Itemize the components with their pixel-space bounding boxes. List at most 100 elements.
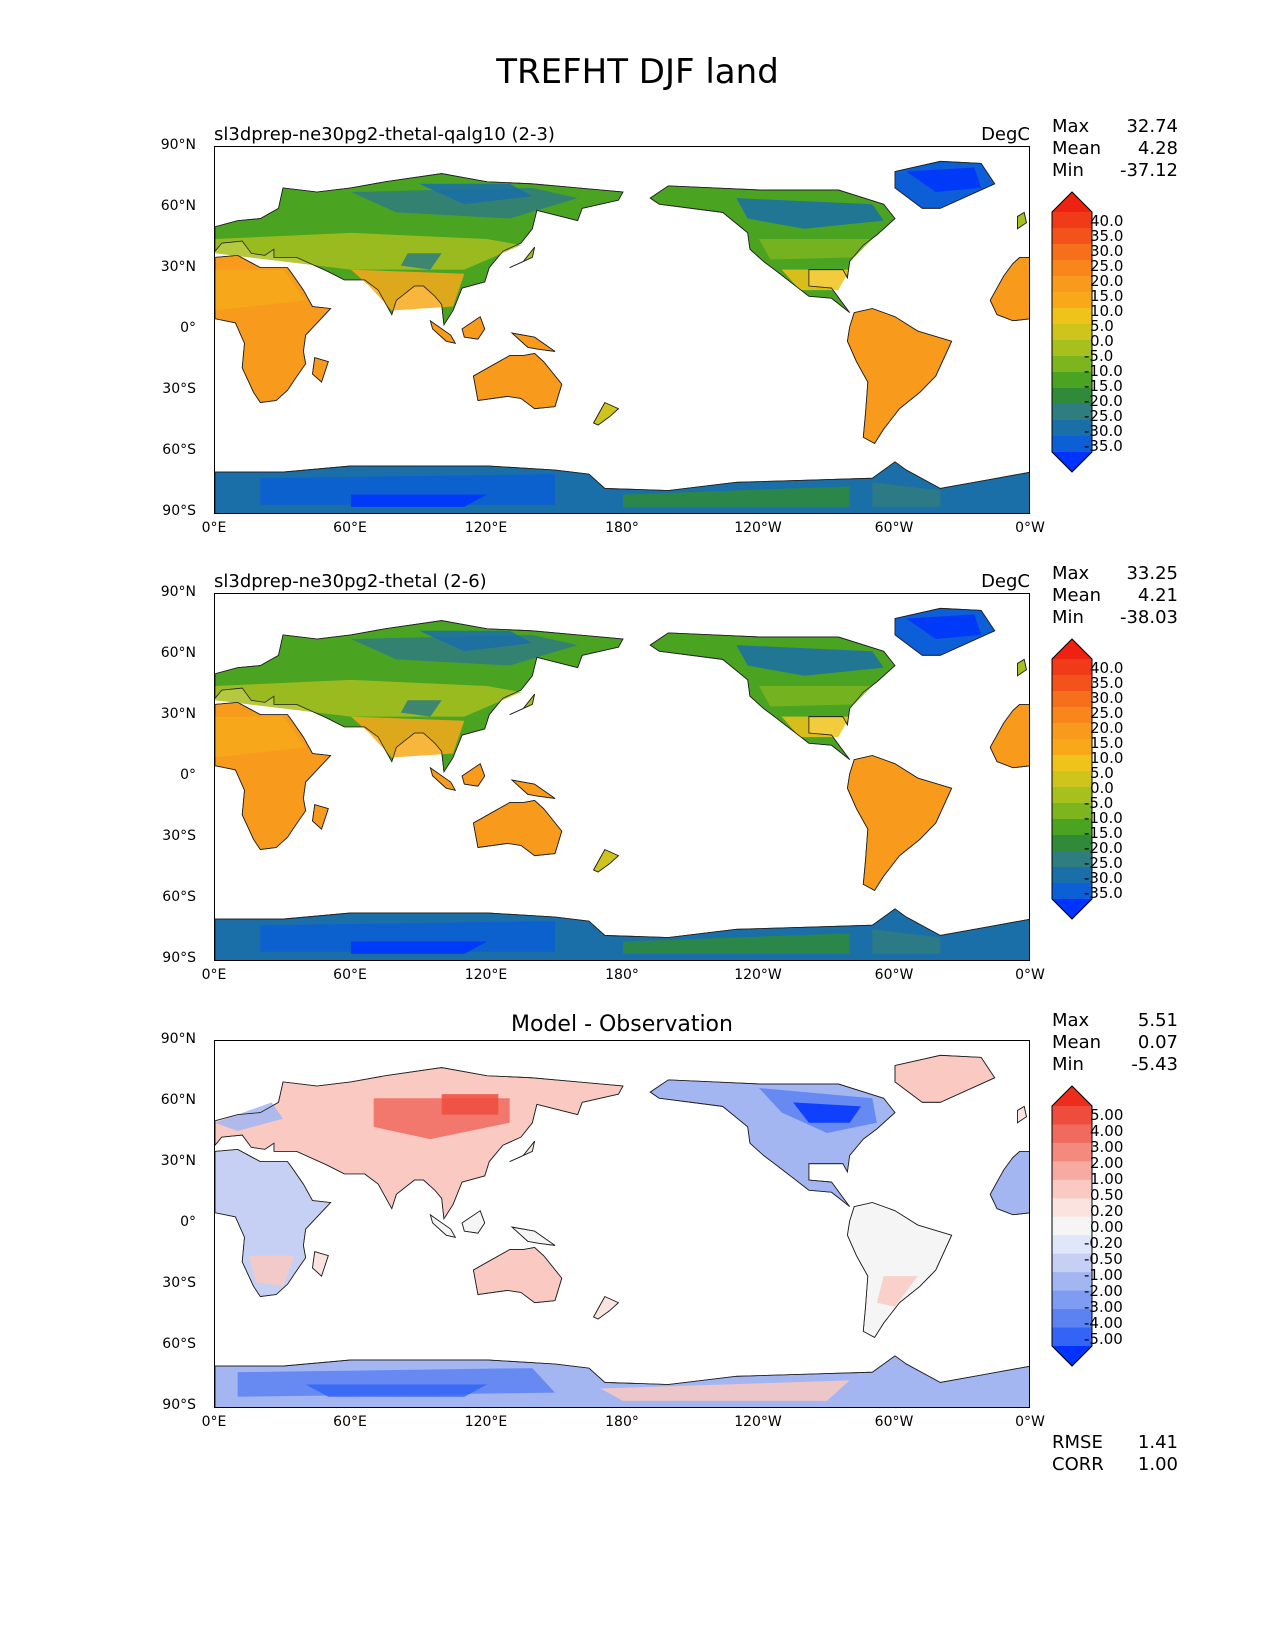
contour-band	[351, 494, 487, 507]
contour-band	[419, 183, 533, 205]
coastline-namerica	[649, 632, 896, 760]
land-japan	[509, 246, 535, 268]
coastline-australia	[472, 800, 563, 857]
stat-mean-label: Mean	[1052, 138, 1102, 159]
colorbar-label: 3.00	[1090, 1138, 1124, 1156]
colorbar-label: 30.0	[1090, 689, 1124, 707]
colorbar-label: 15.0	[1090, 734, 1124, 752]
coastline-japan	[509, 693, 535, 715]
coastline-japan	[509, 246, 535, 268]
colorbar	[1051, 1085, 1093, 1367]
coastline-uk	[1017, 1105, 1027, 1124]
coastline-greenland	[894, 607, 996, 656]
colorbar-segment	[1052, 436, 1092, 453]
contour-band	[400, 700, 442, 717]
units-label: DegC	[981, 124, 1030, 145]
colorbar-label: 35.0	[1090, 674, 1124, 692]
land-sumatra	[429, 766, 457, 791]
colorbar-extend-top	[1052, 192, 1092, 212]
colorbar-label: -30.0	[1084, 869, 1123, 887]
contour-band	[759, 239, 873, 260]
rmse-value: 1.41	[1137, 1432, 1178, 1453]
coastline-uk	[1017, 658, 1027, 677]
stat-max-label: Max	[1052, 1010, 1090, 1031]
x-tick-label: 0°E	[201, 1414, 227, 1430]
colorbar-label: 5.0	[1090, 317, 1114, 335]
coastline-nz	[592, 1296, 620, 1320]
colorbar-segment	[1052, 1253, 1092, 1273]
contour-band	[736, 645, 884, 676]
panel-title: sl3dprep-ne30pg2-thetal (2-6)	[214, 571, 487, 592]
coastline-madagascar	[312, 357, 329, 383]
coastline-uk	[1017, 211, 1027, 230]
coastline-namerica	[649, 1079, 896, 1207]
stat-max-label: Max	[1052, 116, 1090, 137]
land-nz	[592, 1296, 620, 1320]
land-japan	[509, 1140, 535, 1162]
colorbar-label: -25.0	[1084, 407, 1123, 425]
colorbar-label: -10.0	[1084, 809, 1123, 827]
coastline-newguinea	[510, 1226, 556, 1246]
colorbar-label: 5.00	[1090, 1106, 1124, 1124]
coastline-newguinea	[510, 332, 556, 352]
x-tick-label: 0°W	[1015, 1414, 1045, 1430]
colorbar-segment	[1052, 755, 1092, 772]
coastline-africa	[215, 254, 332, 403]
contour-band	[441, 1094, 499, 1115]
coastline-africa_west	[989, 704, 1029, 769]
map-plot	[214, 1040, 1030, 1408]
colorbar-label: -1.00	[1084, 1266, 1123, 1284]
coastline-africa	[215, 1148, 332, 1297]
x-tick-label: 120°W	[734, 520, 782, 536]
colorbar-segment	[1052, 1161, 1092, 1181]
coastline-antarctica	[215, 1355, 1029, 1407]
contour-band	[736, 198, 884, 229]
stat-max-value: 32.74	[1126, 116, 1178, 137]
y-tick-label: 0°	[180, 320, 196, 336]
colorbar-segment	[1052, 324, 1092, 341]
stat-mean-value: 4.21	[1137, 585, 1178, 606]
colorbar-label: -4.00	[1084, 1314, 1123, 1332]
stat-min-label: Min	[1052, 607, 1084, 628]
contour-band	[963, 1372, 1027, 1397]
coastline-sumatra	[429, 319, 457, 344]
contour-band	[305, 1384, 487, 1397]
x-tick-label: 60°E	[333, 520, 367, 536]
y-tick-label: 0°	[180, 767, 196, 783]
colorbar-extend-bottom	[1052, 1346, 1092, 1366]
colorbar-segment	[1052, 707, 1092, 724]
colorbar-segment	[1052, 883, 1092, 900]
contour-band	[781, 716, 850, 738]
map-plot	[214, 593, 1030, 961]
colorbar	[1051, 638, 1093, 920]
coastline-namerica	[649, 185, 896, 313]
x-tick-label: 0°E	[201, 967, 227, 983]
coastline-sumatra	[429, 1213, 457, 1238]
colorbar-segment	[1052, 1272, 1092, 1292]
colorbar-extend-top	[1052, 1086, 1092, 1106]
coastline-nz	[592, 402, 620, 426]
colorbar-label: -25.0	[1084, 854, 1123, 872]
colorbar-label: 0.20	[1090, 1202, 1124, 1220]
colorbar-label: -30.0	[1084, 422, 1123, 440]
contour-band	[793, 1102, 861, 1123]
coastline-nz	[592, 849, 620, 873]
coastline-africa_west	[989, 1151, 1029, 1216]
colorbar-segment	[1052, 1327, 1092, 1347]
colorbar-label: -5.0	[1084, 794, 1114, 812]
x-tick-label: 120°E	[464, 967, 508, 983]
colorbar-extend-bottom	[1052, 899, 1092, 919]
x-tick-label: 0°E	[201, 520, 227, 536]
x-tick-label: 180°	[605, 967, 639, 983]
x-tick-label: 120°E	[464, 1414, 508, 1430]
panel-model-2: sl3dprep-ne30pg2-thetal (2-6) DegC Max 33.2…	[0, 563, 1275, 1021]
coastline-japan	[509, 1140, 535, 1162]
stat-min-value: -37.12	[1119, 160, 1178, 181]
colorbar-segment	[1052, 787, 1092, 804]
contour-band	[906, 167, 982, 192]
coastline-africa	[215, 701, 332, 850]
y-tick-label: 90°S	[162, 950, 196, 966]
colorbar-segment	[1052, 260, 1092, 277]
land-japan	[509, 693, 535, 715]
contour-band	[872, 929, 941, 954]
